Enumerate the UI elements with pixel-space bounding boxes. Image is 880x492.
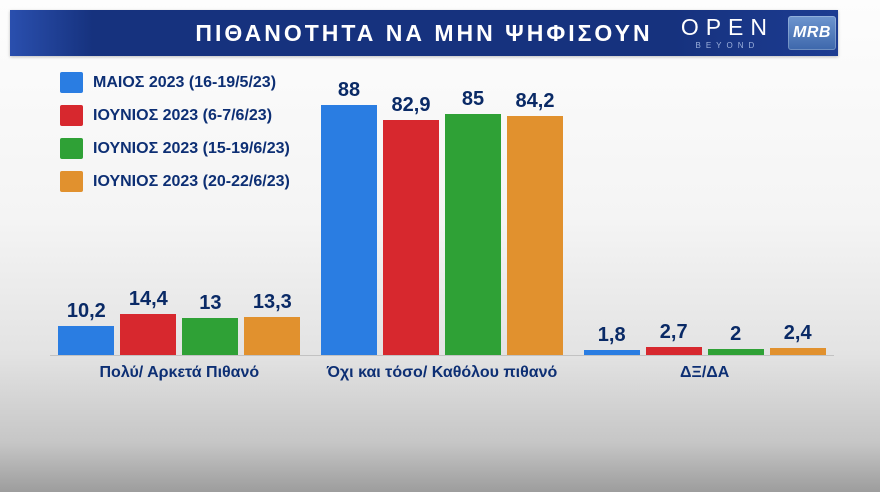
legend-label: ΜΑΙΟΣ 2023 (16-19/5/23)	[93, 73, 277, 91]
legend-label: ΙΟΥΝΙΟΣ 2023 (15-19/6/23)	[93, 139, 290, 157]
mrb-logo: MRB	[788, 16, 836, 50]
category-label: ΔΞ/ΔΑ	[680, 364, 730, 381]
bar-groups: 10,2 14,4 13 13,3 Πολύ/ Αρκετά Πιθανό 88 82,9 8…	[58, 75, 826, 395]
bar-wrap: 84,2	[507, 90, 563, 355]
bar-wrap: 82,9	[383, 94, 439, 355]
open-logo-text: OPEN	[680, 14, 774, 40]
bar-group: 1,8 2,7 2 2,4 ΔΞ/ΔΑ	[583, 75, 826, 395]
bar-row: 10,2 14,4 13 13,3	[58, 75, 301, 355]
bar-value-label: 2,4	[783, 322, 812, 344]
bar	[583, 350, 640, 355]
category-label: Πολύ/ Αρκετά Πιθανό	[99, 364, 260, 381]
bar	[707, 349, 764, 355]
bar	[244, 317, 301, 355]
bar	[645, 347, 702, 355]
bar-wrap: 2	[707, 323, 764, 355]
legend-label: ΙΟΥΝΙΟΣ 2023 (6-7/6/23)	[93, 106, 273, 124]
bar-value-label: 13	[199, 292, 222, 314]
bar-value-label: 10,2	[66, 300, 106, 322]
bar	[120, 314, 177, 355]
legend-label: ΙΟΥΝΙΟΣ 2023 (20-22/6/23)	[93, 172, 290, 190]
bar-value-label: 2	[730, 323, 742, 345]
legend-swatch	[60, 138, 83, 159]
chart-baseline	[50, 355, 834, 356]
bar-wrap: 1,8	[583, 324, 640, 355]
bar	[321, 105, 377, 355]
legend-item: ΙΟΥΝΙΟΣ 2023 (20-22/6/23)	[60, 171, 290, 192]
legend-swatch	[60, 105, 83, 126]
bar-row: 88 82,9 85 84,2	[321, 75, 564, 355]
bar	[383, 120, 439, 355]
open-logo-subtext: BEYOND	[695, 41, 760, 50]
legend-swatch	[60, 72, 83, 93]
bar-wrap: 13	[182, 292, 239, 355]
bar	[445, 114, 501, 355]
legend-swatch	[60, 171, 83, 192]
bar-chart: 10,2 14,4 13 13,3 Πολύ/ Αρκετά Πιθανό 88 82,9 8…	[50, 75, 834, 395]
open-channel-logo: OPEN BEYOND	[681, 16, 774, 50]
bar-wrap: 2,7	[645, 321, 702, 355]
bar-wrap: 88	[321, 79, 377, 355]
legend-item: ΙΟΥΝΙΟΣ 2023 (6-7/6/23)	[60, 105, 290, 126]
legend-item: ΜΑΙΟΣ 2023 (16-19/5/23)	[60, 72, 290, 93]
bar-value-label: 2,7	[659, 321, 688, 343]
bar	[182, 318, 239, 355]
bar-wrap: 10,2	[58, 300, 115, 355]
bar-wrap: 2,4	[769, 322, 826, 355]
bar-wrap: 13,3	[244, 291, 301, 355]
bar-value-label: 1,8	[597, 324, 626, 346]
bar-wrap: 85	[445, 88, 501, 355]
category-label: Όχι και τόσο/ Καθόλου πιθανό	[326, 364, 558, 381]
bar-group: 88 82,9 85 84,2 Όχι και τόσο/ Καθόλου πιθανό	[321, 75, 564, 395]
legend-item: ΙΟΥΝΙΟΣ 2023 (15-19/6/23)	[60, 138, 290, 159]
bar-value-label: 88	[337, 79, 361, 101]
bar-value-label: 85	[461, 88, 485, 110]
chart-legend: ΜΑΙΟΣ 2023 (16-19/5/23) ΙΟΥΝΙΟΣ 2023 (6-7…	[60, 72, 290, 192]
page-title: ΠΙΘΑΝΟΤΗΤΑ ΝΑ ΜΗΝ ΨΗΦΙΣΟΥΝ	[195, 19, 653, 46]
bar-value-label: 14,4	[128, 288, 168, 310]
bar-value-label: 82,9	[391, 94, 431, 116]
bar-group: 10,2 14,4 13 13,3 Πολύ/ Αρκετά Πιθανό	[58, 75, 301, 395]
bar	[769, 348, 826, 355]
bar	[507, 116, 563, 355]
bar-wrap: 14,4	[120, 288, 177, 355]
header-bar: ΠΙΘΑΝΟΤΗΤΑ ΝΑ ΜΗΝ ΨΗΦΙΣΟΥΝ OPEN BEYOND M…	[10, 10, 838, 56]
bar-value-label: 84,2	[515, 90, 555, 112]
bar-value-label: 13,3	[252, 291, 292, 313]
bar-row: 1,8 2,7 2 2,4	[583, 75, 826, 355]
bar	[58, 326, 115, 355]
mrb-logo-text: MRB	[793, 24, 831, 41]
